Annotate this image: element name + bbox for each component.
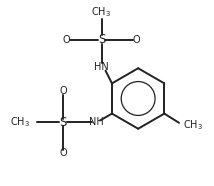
- Text: S: S: [98, 33, 105, 46]
- Text: HN: HN: [94, 62, 109, 72]
- Text: O: O: [59, 86, 67, 96]
- Text: CH$_3$: CH$_3$: [183, 118, 203, 132]
- Text: O: O: [59, 148, 67, 158]
- Text: NH: NH: [89, 117, 103, 127]
- Text: O: O: [132, 35, 140, 45]
- Text: O: O: [63, 35, 70, 45]
- Text: S: S: [59, 116, 67, 129]
- Text: CH$_3$: CH$_3$: [92, 5, 111, 19]
- Text: CH$_3$: CH$_3$: [10, 116, 30, 129]
